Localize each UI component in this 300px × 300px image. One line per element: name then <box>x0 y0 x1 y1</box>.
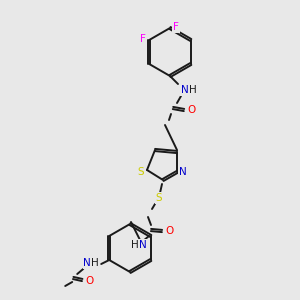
Text: S: S <box>138 167 144 177</box>
Text: F: F <box>173 22 179 32</box>
Text: H: H <box>91 258 99 268</box>
Text: N: N <box>83 258 91 268</box>
Text: N: N <box>181 85 189 95</box>
Text: S: S <box>156 193 162 203</box>
Text: O: O <box>187 105 195 115</box>
Text: N: N <box>179 167 187 177</box>
Text: H: H <box>131 240 139 250</box>
Text: N: N <box>139 240 147 250</box>
Text: O: O <box>85 276 93 286</box>
Text: F: F <box>140 34 146 44</box>
Text: O: O <box>165 226 173 236</box>
Text: H: H <box>189 85 197 95</box>
